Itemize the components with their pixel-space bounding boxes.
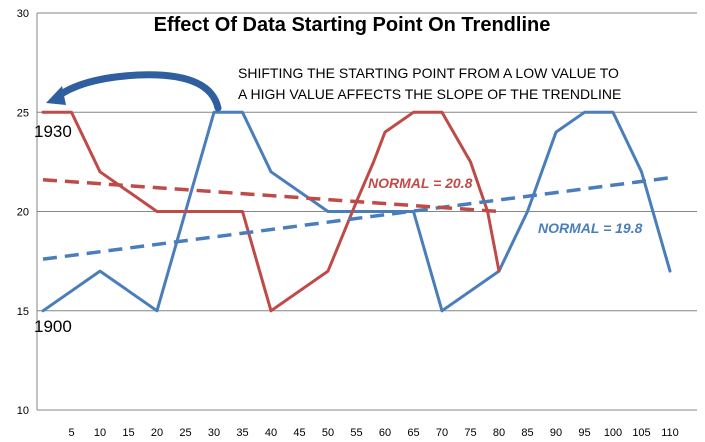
series-lines: [41, 110, 672, 313]
trendlines: [42, 176, 671, 261]
x-tick-label: 40: [265, 427, 277, 439]
x-tick-label: 55: [350, 427, 362, 439]
normal-label-1900: NORMAL = 19.8: [538, 220, 643, 236]
annotation-line-2: A HIGH VALUE AFFECTS THE SLOPE OF THE TR…: [238, 86, 621, 102]
normal-label-1930: NORMAL = 20.8: [368, 175, 473, 191]
curved-arrow-icon: [53, 71, 222, 112]
y-tick-label: 30: [17, 8, 29, 20]
x-tick-label: 100: [604, 427, 622, 439]
series-label-1900: 1900: [34, 317, 72, 336]
x-tick-label: 80: [493, 427, 505, 439]
x-tick-label: 70: [436, 427, 448, 439]
x-tick-label: 25: [179, 427, 191, 439]
x-tick-label: 15: [122, 427, 134, 439]
x-tick-label: 90: [550, 427, 562, 439]
x-tick-label: 95: [578, 427, 590, 439]
trendline-1930: [42, 177, 500, 214]
x-tick-label: 75: [464, 427, 476, 439]
x-tick-label: 35: [236, 427, 248, 439]
x-tick-label: 60: [379, 427, 391, 439]
y-tick-label: 20: [17, 207, 29, 219]
y-axis-ticks: 10 15 20 25 30: [17, 8, 29, 417]
annotation-line-1: SHIFTING THE STARTING POINT FROM A LOW V…: [238, 65, 619, 81]
x-tick-label: 65: [407, 427, 419, 439]
x-tick-label: 85: [521, 427, 533, 439]
x-tick-label: 110: [661, 427, 679, 439]
series-label-1930: 1930: [34, 122, 72, 141]
y-tick-label: 15: [17, 306, 29, 318]
y-tick-label: 10: [17, 405, 29, 417]
x-tick-label: 30: [208, 427, 220, 439]
x-tick-label: 20: [151, 427, 163, 439]
x-tick-label: 105: [632, 427, 650, 439]
trendline-1900: [42, 176, 671, 261]
axes: [36, 13, 697, 411]
x-tick-label: 50: [322, 427, 334, 439]
x-axis-ticks: 5 10 15 20 25 30 35 40 45 50 55 60 65 70 75 80 85 90 95 100…: [68, 427, 678, 439]
x-tick-label: 5: [68, 427, 74, 439]
gridlines: [37, 12, 697, 312]
arrow-head-icon: [46, 86, 66, 105]
series-line-1900: [41, 110, 672, 313]
y-tick-label: 25: [17, 107, 29, 119]
x-tick-label: 45: [293, 427, 305, 439]
x-tick-label: 10: [94, 427, 106, 439]
series-line-1930: [41, 110, 501, 313]
chart-title: Effect Of Data Starting Point On Trendli…: [154, 14, 551, 36]
